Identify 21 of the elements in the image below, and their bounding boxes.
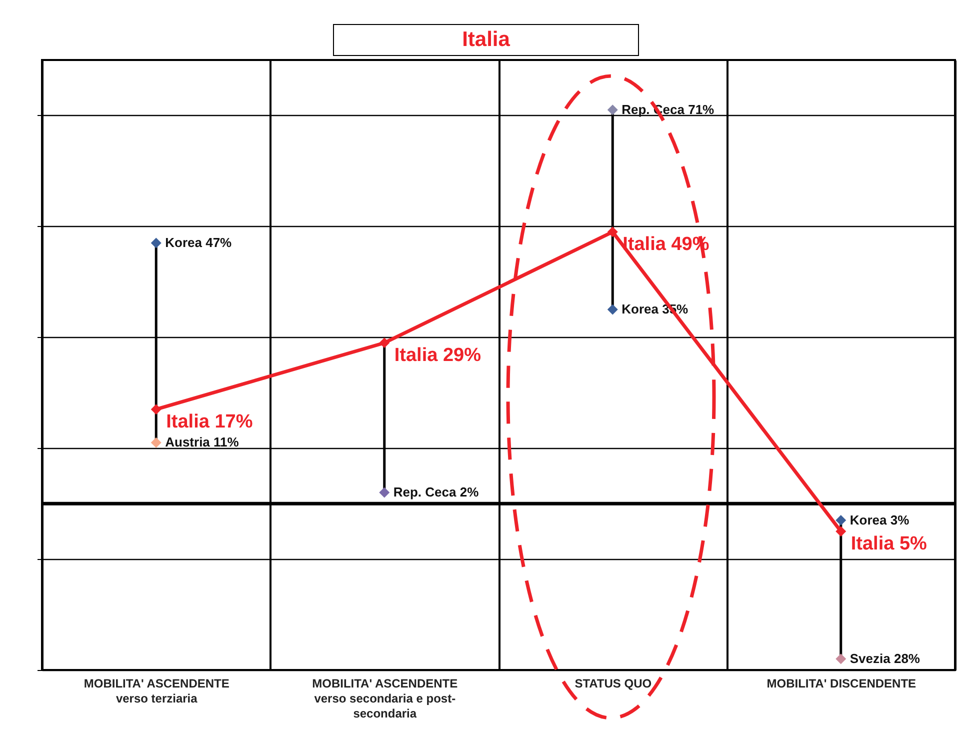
x-tick-label: MOBILITA' ASCENDENTE verso secondaria e post- secondaria — [312, 676, 458, 720]
point — [379, 487, 390, 498]
point — [379, 338, 390, 348]
x-tick-label: STATUS QUO — [574, 676, 652, 690]
data-label: Italia 29% — [394, 344, 482, 366]
point — [836, 526, 846, 537]
point — [607, 226, 618, 238]
x-tick-label: MOBILITA' DISCENDENTE — [766, 676, 916, 690]
data-label: Austria 11% — [165, 434, 240, 450]
point — [836, 654, 846, 664]
title-box: Italia — [333, 24, 639, 56]
data-label: Rep. Ceca 2% — [393, 484, 480, 500]
data-label: Italia 17% — [166, 411, 253, 432]
x-tick-label: MOBILITA' ASCENDENTE verso terziaria — [84, 676, 230, 706]
point — [150, 437, 162, 448]
data-label: Korea 47% — [165, 235, 232, 250]
point — [150, 238, 162, 248]
data-label: Svezia 28% — [850, 650, 920, 666]
data-label: Italia 5% — [850, 533, 928, 554]
point — [150, 404, 162, 415]
data-label: Korea 3% — [850, 512, 910, 528]
